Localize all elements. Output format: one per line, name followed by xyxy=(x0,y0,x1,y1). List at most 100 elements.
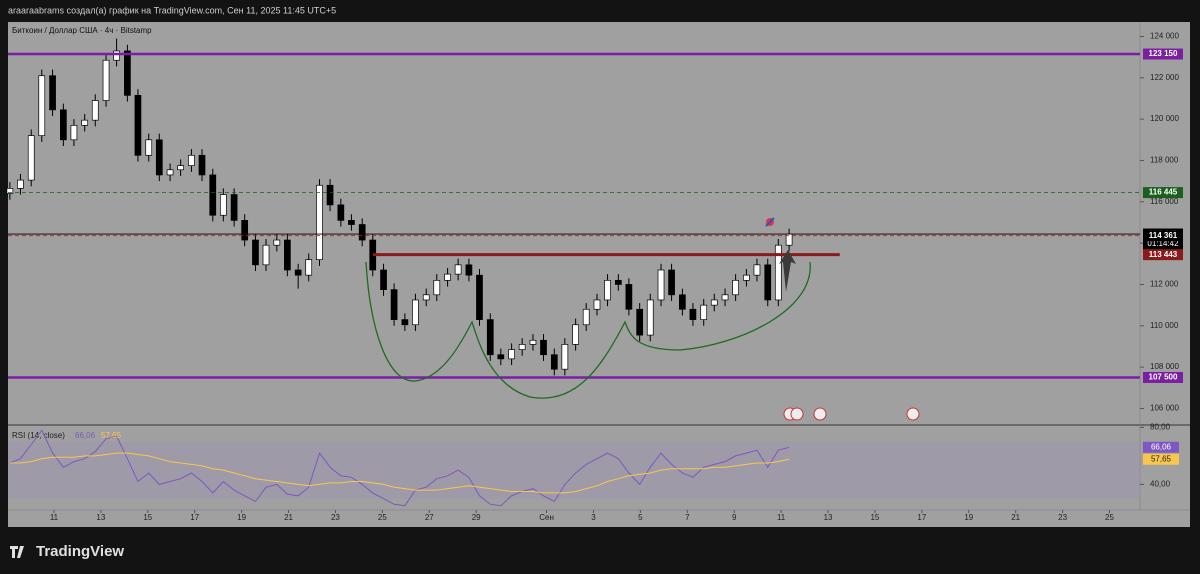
y-tick-label: 112 000 xyxy=(1150,280,1179,289)
y-tick-label: 110 000 xyxy=(1150,321,1179,330)
candle-body xyxy=(668,269,675,296)
candle-body xyxy=(486,319,494,356)
level-label: 107 500 xyxy=(1149,373,1178,382)
candle-body xyxy=(241,220,249,241)
candle-body xyxy=(508,349,515,360)
candle-body xyxy=(433,279,441,296)
level-label-bg xyxy=(1143,371,1183,383)
candle-body xyxy=(358,224,366,241)
candle-body xyxy=(380,269,387,290)
logo-text: TradingView xyxy=(36,543,124,560)
candle-body xyxy=(604,279,611,301)
arrow-drawing xyxy=(779,250,796,292)
candle-body xyxy=(198,154,206,176)
candle-body xyxy=(625,284,633,310)
candle-body xyxy=(134,95,142,156)
candle-body xyxy=(91,100,99,121)
x-tick-label: 13 xyxy=(824,513,833,522)
candle-body xyxy=(636,308,644,336)
x-tick-label: 5 xyxy=(638,513,643,522)
candle-body xyxy=(305,259,313,276)
symbol-title: Биткоин / Доллар США · 4ч · Bitstamp xyxy=(12,26,152,35)
candle-body xyxy=(401,319,409,326)
level-label: 123 150 xyxy=(1149,49,1178,58)
rsi-title: RSI (14, close) xyxy=(12,431,65,440)
rsi-tick-label: 80,00 xyxy=(1150,423,1171,432)
x-tick-label: Сен xyxy=(539,513,554,522)
candle-body xyxy=(582,308,590,326)
x-tick-label: 21 xyxy=(284,513,293,522)
candle-body xyxy=(113,50,120,61)
candle-body xyxy=(465,264,473,276)
y-tick-label: 108 000 xyxy=(1150,362,1179,371)
candle-body xyxy=(230,194,238,221)
x-tick-label: 19 xyxy=(237,513,246,522)
x-tick-label: 29 xyxy=(472,513,481,522)
x-tick-label: 23 xyxy=(331,513,340,522)
candle-body xyxy=(337,204,345,221)
candle-body xyxy=(70,124,78,141)
rsi-line xyxy=(9,429,790,507)
candle-body xyxy=(273,239,281,246)
marks xyxy=(6,38,1140,379)
candle-body xyxy=(679,294,686,310)
rsi-legend-value: 57,65 xyxy=(101,431,122,440)
candle-body xyxy=(284,239,291,271)
candle-body xyxy=(166,169,174,176)
x-tick-label: 19 xyxy=(964,513,973,522)
candle-body xyxy=(540,339,547,356)
x-tick-label: 25 xyxy=(1105,513,1114,522)
rsi-line xyxy=(9,452,790,494)
candle-body xyxy=(721,294,729,301)
y-tick-label: 124 000 xyxy=(1150,32,1179,41)
x-tick-label: 7 xyxy=(685,513,690,522)
candle-body xyxy=(593,299,601,310)
header-text: araaraabrams создал(а) график на Trading… xyxy=(8,5,336,15)
level-label: 116 445 xyxy=(1149,188,1178,197)
candle-body xyxy=(188,154,195,166)
candle-body xyxy=(124,50,131,96)
x-tick-label: 11 xyxy=(777,513,786,522)
y-tick-label: 118 000 xyxy=(1150,156,1179,165)
candle-body xyxy=(614,279,622,285)
x-tick-label: 13 xyxy=(96,513,105,522)
rsi-value-label: 57,65 xyxy=(1151,454,1172,463)
x-tick-label: 15 xyxy=(143,513,152,522)
candle-body xyxy=(316,184,323,261)
candle-body xyxy=(497,354,505,360)
candle-body xyxy=(454,264,462,275)
candle-body xyxy=(390,289,398,320)
candle-body xyxy=(262,244,270,266)
x-tick-label: 21 xyxy=(1011,513,1020,522)
y-tick-label: 122 000 xyxy=(1150,73,1179,82)
candle-body xyxy=(155,139,163,176)
y-tick-label: 116 000 xyxy=(1150,197,1179,206)
event-icons xyxy=(783,407,920,421)
candle-body xyxy=(209,174,217,216)
level-label-bg xyxy=(1143,249,1183,261)
candle-body xyxy=(561,344,569,370)
x-tick-label: 9 xyxy=(732,513,737,522)
candle-body xyxy=(657,269,665,301)
rocket-icon xyxy=(765,217,775,227)
level-label-bg xyxy=(1143,230,1183,242)
candle-body xyxy=(646,299,654,336)
level-label: 114 361 xyxy=(1149,231,1178,240)
candle-body xyxy=(294,269,302,276)
x-tick-label: 15 xyxy=(870,513,879,522)
countdown: 01:14:42 xyxy=(1147,239,1179,248)
x-tick-label: 17 xyxy=(917,513,926,522)
candle-body xyxy=(81,119,89,126)
candle-body xyxy=(17,179,24,189)
candle-body xyxy=(145,139,153,156)
x-tick-label: 25 xyxy=(378,513,387,522)
candle-body xyxy=(38,75,46,137)
candle-body xyxy=(550,354,558,370)
x-tick-label: 27 xyxy=(425,513,434,522)
candle-body xyxy=(518,344,526,350)
candle-body xyxy=(412,299,419,326)
candle-body xyxy=(177,165,184,171)
level-label-bg xyxy=(1143,187,1183,199)
x-tick-label: 3 xyxy=(591,513,596,522)
